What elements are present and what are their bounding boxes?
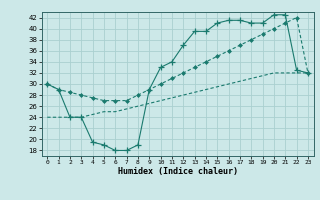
X-axis label: Humidex (Indice chaleur): Humidex (Indice chaleur) — [118, 167, 237, 176]
